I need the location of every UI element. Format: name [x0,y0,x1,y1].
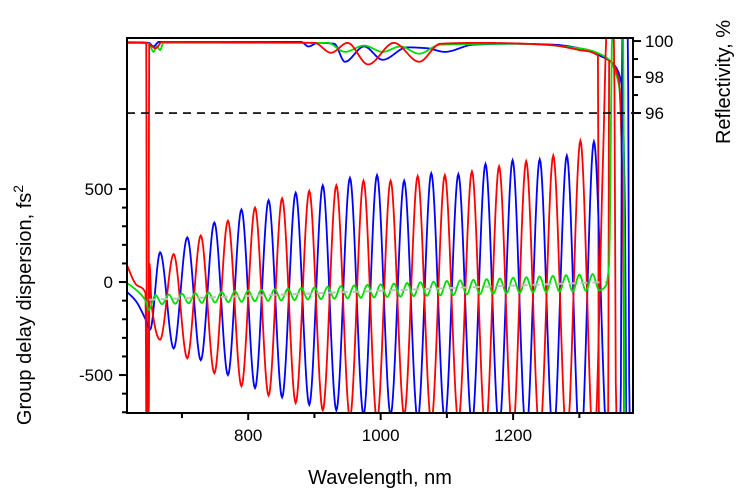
y-axis-title-left: Group delay dispersion, fs2 [10,185,36,425]
y-axis-title-text: Group delay dispersion, fs [14,193,36,425]
y-axis-title-right: Reflectivity, % [713,20,735,144]
reflectivity-series-2 [127,41,626,413]
y-tick-label-right: 98 [645,68,664,87]
x-axis-title: Wavelength, nm [308,467,452,489]
y-tick-label-left: 0 [104,273,113,292]
x-tick-label: 1200 [494,426,532,445]
gdd-series-1 [127,38,618,413]
x-tick-label: 800 [234,426,262,445]
y-tick-label-right: 100 [645,32,673,51]
y-tick-label-left: 500 [85,180,113,199]
ticks-layer [119,40,641,420]
y-tick-label-right: 96 [645,104,664,123]
gdd-series-0 [127,38,631,413]
x-tick-label: 1000 [362,426,400,445]
tick-labels-layer: 800 1000 1200 -500 0 500 96 98 100 [79,32,673,445]
y-axis-title-superscript: 2 [10,185,26,193]
y-tick-label-left: -500 [79,366,113,385]
gdd-average-line [148,281,606,301]
series-layer [127,38,631,413]
